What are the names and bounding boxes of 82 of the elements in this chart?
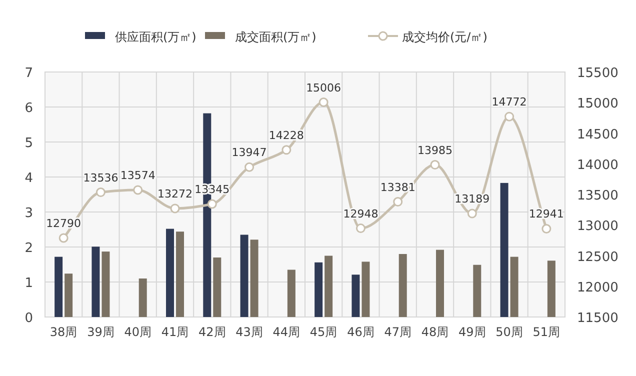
bar [436, 250, 444, 317]
data-label: 12790 [46, 216, 82, 230]
x-tick-label: 47周 [384, 325, 412, 339]
bar [314, 262, 323, 317]
bar [362, 262, 370, 317]
x-tick-label: 50周 [496, 325, 523, 339]
point [207, 199, 217, 209]
data-label: 13985 [418, 144, 452, 157]
point [133, 185, 143, 195]
y-tick-label: 2 [24, 241, 33, 256]
x-tick-label: 41周 [161, 325, 189, 339]
data-label: 14228 [268, 128, 304, 142]
y-tick-label: 4 [24, 171, 33, 186]
x-tick-label: 46周 [347, 325, 374, 339]
point [356, 224, 366, 234]
bar [324, 256, 333, 317]
x-tick-label: 38周 [50, 325, 78, 339]
y2-tick-label: 14500 [577, 127, 618, 142]
data-label: 13536 [83, 171, 118, 184]
data-label: 12948 [343, 207, 378, 220]
legend-label: 成交均价(元/㎡) [402, 30, 488, 44]
point [467, 208, 477, 218]
bar [54, 256, 63, 317]
legend-label: 供应面积(万㎡) [115, 30, 196, 44]
y-tick-label: 3 [24, 206, 33, 221]
bar [102, 252, 110, 317]
y2-tick-label: 15000 [577, 96, 618, 112]
bar [240, 234, 248, 317]
bar [473, 264, 482, 317]
data-label: 15006 [306, 81, 342, 94]
point [504, 112, 514, 122]
bar [138, 278, 147, 317]
data-label: 13381 [380, 180, 416, 194]
bar [92, 246, 100, 317]
bar [547, 260, 556, 317]
x-tick-label: 48周 [421, 325, 449, 339]
point [170, 204, 180, 214]
point [542, 224, 552, 234]
bar [213, 258, 222, 317]
y2-tick-label: 15500 [577, 66, 618, 81]
data-label: 14772 [492, 96, 527, 109]
data-label: 13574 [120, 168, 156, 182]
y2-tick-label: 13500 [577, 188, 618, 204]
point [244, 162, 254, 172]
point [96, 188, 106, 198]
x-tick-label: 44周 [272, 325, 300, 339]
y-tick-label: 7 [24, 66, 33, 81]
bar [250, 240, 258, 317]
data-label: 12941 [528, 208, 564, 221]
y-tick-label: 6 [24, 101, 33, 116]
bar [352, 274, 360, 317]
x-tick-label: 40周 [124, 325, 152, 339]
bar [287, 270, 296, 317]
y-tick-label: 0 [24, 311, 33, 326]
x-tick-label: 49周 [458, 325, 486, 339]
y2-tick-label: 14000 [577, 158, 618, 173]
bar [510, 256, 518, 317]
point [58, 233, 68, 243]
bar [500, 182, 508, 317]
x-tick-label: 45周 [310, 325, 338, 339]
bar [398, 254, 407, 317]
legend-label: 成交面积(万㎡) [235, 30, 316, 44]
bar [64, 274, 73, 317]
data-label: 13947 [232, 146, 267, 160]
point [430, 160, 440, 170]
y-tick-label: 5 [24, 136, 33, 151]
point [282, 145, 292, 155]
y2-tick-label: 12500 [577, 250, 618, 265]
data-label: 13272 [158, 187, 192, 200]
point [393, 197, 403, 207]
y2-tick-label: 11500 [577, 311, 618, 326]
bar [176, 232, 184, 317]
x-tick-label: 42周 [198, 325, 226, 339]
bar [166, 228, 174, 317]
y2-tick-label: 13000 [577, 219, 618, 234]
x-tick-label: 51周 [532, 325, 560, 339]
y2-tick-label: 12000 [577, 280, 618, 296]
y-tick-label: 1 [24, 276, 33, 291]
x-tick-label: 43周 [236, 325, 263, 339]
data-label: 13189 [454, 192, 490, 206]
point [318, 98, 328, 108]
x-tick-label: 39周 [87, 325, 114, 339]
